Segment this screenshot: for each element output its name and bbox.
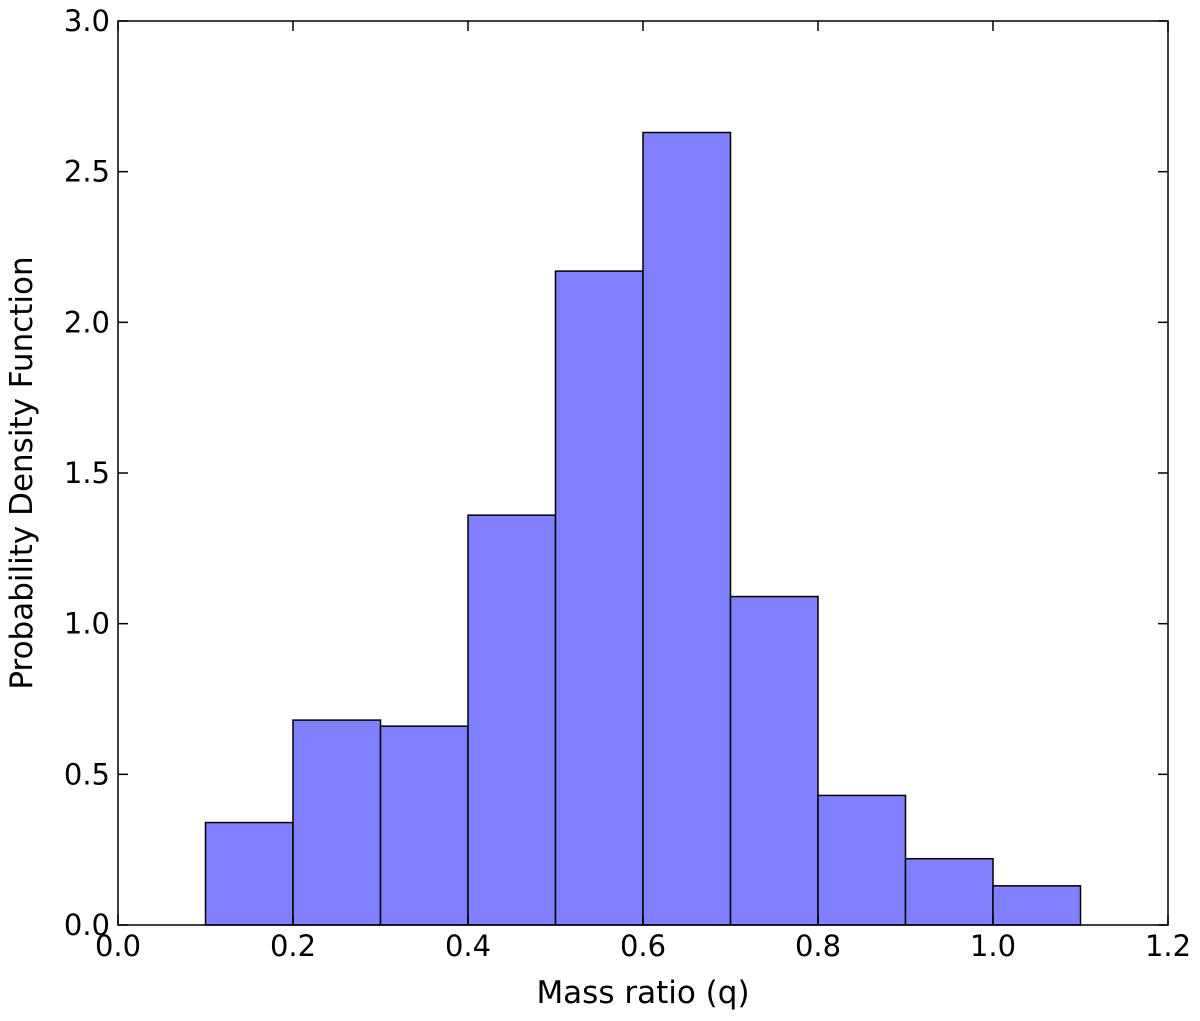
- y-tick-label: 2.0: [64, 305, 110, 339]
- histogram-bar: [642, 131, 732, 926]
- histogram-bar: [292, 719, 382, 926]
- tick-labels-group: 0.0 0.2 0.4 0.6 0.8 1.0 1.2 0.0 0.5 1.0 1.5 2.0 2.5 3…: [64, 4, 1191, 963]
- histogram-bar: [379, 725, 469, 926]
- y-tick-label: 1.0: [64, 607, 110, 641]
- x-axis-label: Mass ratio (q): [536, 975, 749, 1011]
- histogram-bar: [729, 595, 819, 926]
- y-tick-label: 0.5: [64, 757, 110, 791]
- x-tick-label: 0.0: [95, 929, 141, 963]
- x-tick-label: 0.4: [445, 929, 491, 963]
- histogram-bar: [904, 857, 994, 926]
- x-tick-label: 1.2: [1145, 929, 1191, 963]
- x-tick-label: 1.0: [970, 929, 1016, 963]
- x-tick-label: 0.6: [620, 929, 666, 963]
- x-tick-label: 0.8: [795, 929, 841, 963]
- y-tick-label: 3.0: [64, 4, 110, 38]
- histogram-bar: [554, 270, 644, 926]
- y-axis-label: Probability Density Function: [4, 256, 40, 689]
- y-tick-label: 0.0: [64, 908, 110, 942]
- bars-group: [204, 131, 1082, 926]
- histogram-bar: [817, 794, 907, 926]
- histogram-bar: [992, 885, 1082, 926]
- y-tick-label: 2.5: [64, 155, 110, 189]
- histogram-bar: [204, 821, 294, 926]
- histogram-bar: [467, 514, 557, 926]
- x-tick-label: 0.2: [270, 929, 316, 963]
- y-tick-label: 1.5: [64, 456, 110, 490]
- plot-frame: [117, 20, 1169, 926]
